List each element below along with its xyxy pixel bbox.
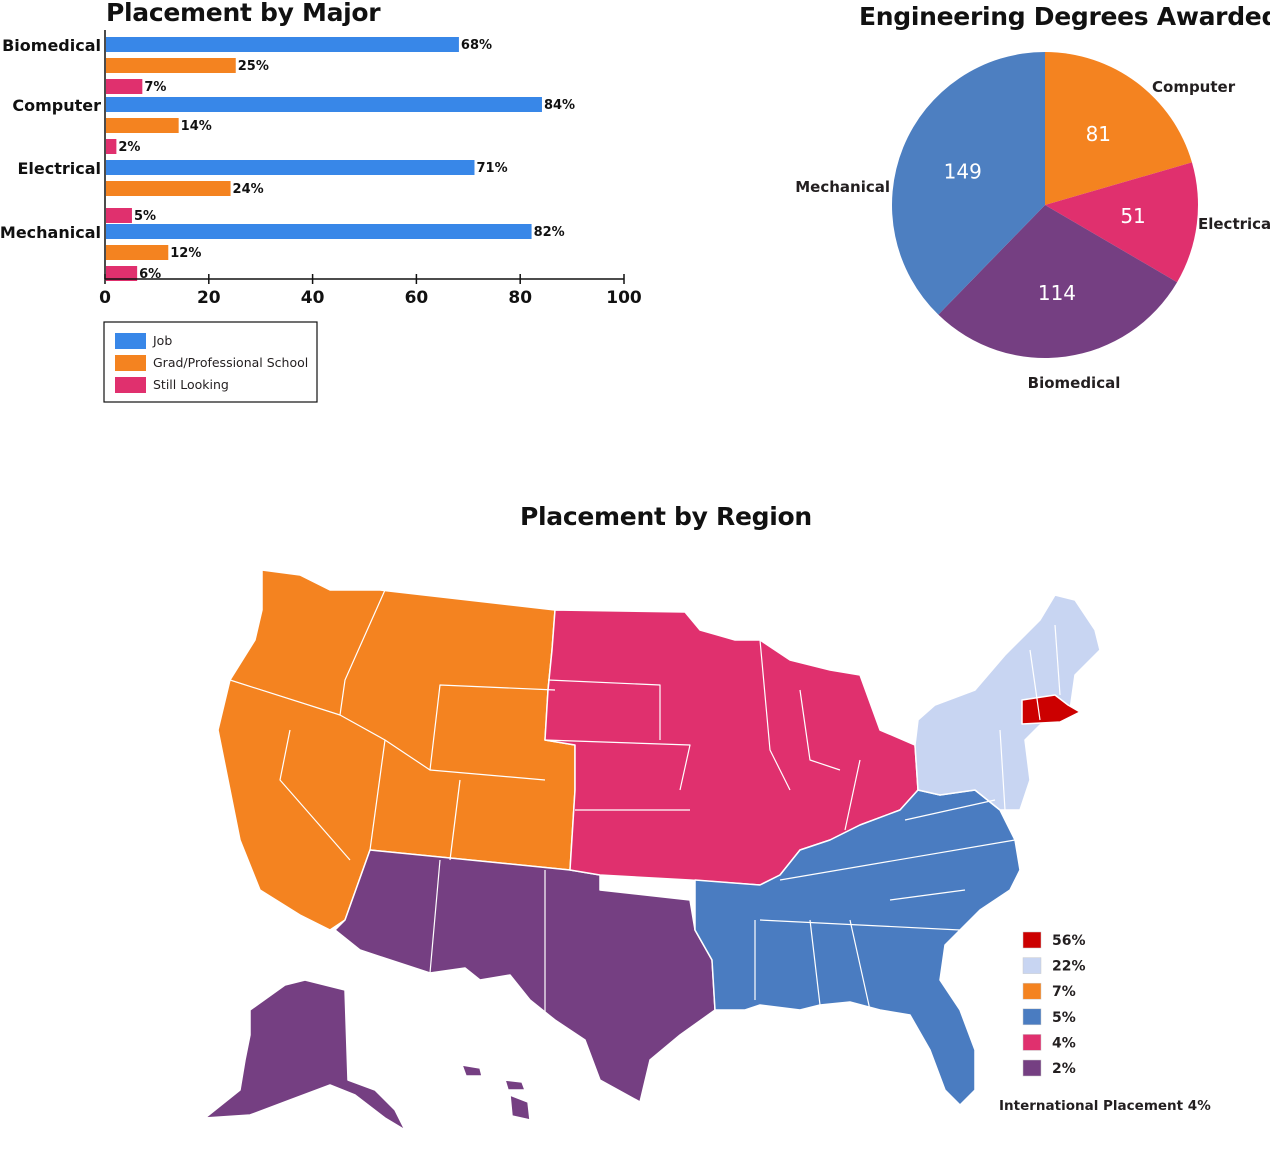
map-legend-swatch	[1022, 1008, 1042, 1026]
bar-value-label: 12%	[170, 246, 201, 261]
pie-value-computer: 81	[1086, 122, 1111, 146]
map-legend-label: 7%	[1052, 984, 1076, 1000]
pie-value-mechanical: 149	[944, 160, 982, 184]
map-title: Placement by Region	[520, 502, 812, 531]
bar-biomedical-0	[106, 37, 459, 52]
category-label-electrical: Electrical	[17, 159, 101, 178]
bar-electrical-0	[106, 160, 475, 175]
bar-electrical-1	[106, 181, 231, 196]
bar-electrical-2	[106, 208, 132, 223]
legend-swatch	[115, 355, 146, 371]
bar-chart-title: Placement by Major	[106, 0, 381, 27]
region-northeast	[914, 594, 1101, 811]
x-tick-label: 0	[99, 288, 111, 308]
map-legend-label: 5%	[1052, 1010, 1076, 1026]
pie-slice-mechanical	[892, 52, 1045, 315]
category-label-computer: Computer	[12, 96, 101, 115]
map-legend-swatch	[1022, 957, 1042, 974]
map-legend-label: 4%	[1052, 1035, 1076, 1051]
map-panel: Placement by Region	[0, 490, 1270, 1153]
bar-computer-1	[106, 118, 179, 133]
pie-value-electrical: 51	[1120, 204, 1145, 228]
bar-chart-panel: Placement by Major Biomedical 68% 25% 7% Com…	[0, 0, 660, 410]
us-region-map: 56% 22% 7% 5% 4% 2% International Placement 4…	[204, 569, 1211, 1131]
bar-value-label: 7%	[144, 80, 166, 95]
bar-value-label: 14%	[181, 119, 212, 134]
bar-value-label: 24%	[233, 182, 264, 197]
region-hawaii	[461, 1064, 531, 1121]
map-legend-swatch	[1022, 1034, 1042, 1051]
legend-label: Grad/Professional School	[153, 355, 308, 370]
bar-value-label: 25%	[238, 59, 269, 74]
pie-label-computer: Computer	[1152, 78, 1236, 96]
bar-mechanical-2	[106, 266, 138, 281]
x-tick-label: 60	[405, 288, 429, 308]
x-tick-label: 100	[606, 288, 642, 308]
category-label-mechanical: Mechanical	[0, 223, 101, 242]
pie-chart: 81 Computer 51 Electrical 114 Biomedical 149 Me…	[795, 52, 1270, 392]
bar-value-label: 82%	[534, 225, 565, 240]
legend-swatch	[115, 377, 146, 393]
map-legend-swatch	[1022, 1059, 1042, 1077]
international-placement-note: International Placement 4%	[999, 1098, 1211, 1114]
category-label-biomedical: Biomedical	[2, 36, 101, 55]
bar-value-label: 2%	[118, 140, 140, 155]
map-legend-label: 22%	[1052, 959, 1086, 975]
bar-computer-0	[106, 97, 542, 112]
map-legend-swatch	[1022, 982, 1042, 1000]
bar-value-label: 84%	[544, 98, 575, 113]
x-tick-label: 20	[197, 288, 221, 308]
pie-chart-title: Engineering Degrees Awarded	[859, 2, 1270, 31]
map-legend-label: 56%	[1052, 933, 1086, 949]
bar-biomedical-1	[106, 58, 236, 73]
region-southeast	[694, 789, 1021, 1106]
bar-chart: Biomedical 68% 25% 7% Computer 84% 14% 2% Electr…	[0, 30, 642, 403]
state-borders	[229, 589, 1061, 1020]
pie-value-biomedical: 114	[1038, 281, 1076, 305]
region-southwest	[334, 849, 716, 1103]
bar-value-label: 5%	[134, 209, 156, 224]
region-massachusetts	[1021, 694, 1081, 725]
pie-slice-biomedical	[938, 205, 1178, 358]
bar-computer-2	[106, 139, 117, 154]
bar-mechanical-1	[106, 245, 169, 260]
legend-label: Job	[152, 333, 172, 348]
bar-value-label: 71%	[476, 161, 507, 176]
legend-label: Still Looking	[153, 377, 229, 392]
region-alaska	[204, 979, 406, 1131]
pie-label-electrical: Electrical	[1198, 215, 1270, 233]
pie-chart-panel: Engineering Degrees Awarded 81 Computer 51…	[780, 0, 1270, 410]
bar-value-label: 68%	[461, 38, 492, 53]
pie-slice-computer	[1045, 52, 1192, 205]
legend-swatch	[115, 333, 146, 349]
pie-label-biomedical: Biomedical	[1028, 374, 1121, 392]
bar-mechanical-0	[106, 224, 532, 239]
pie-slice-electrical	[1045, 162, 1198, 283]
map-legend: 56% 22% 7% 5% 4% 2%	[1022, 931, 1086, 1077]
x-tick-label: 80	[508, 288, 532, 308]
map-legend-swatch	[1022, 931, 1042, 949]
map-legend-label: 2%	[1052, 1061, 1076, 1077]
x-tick-label: 40	[301, 288, 325, 308]
pie-label-mechanical: Mechanical	[795, 178, 890, 196]
bar-biomedical-2	[106, 79, 143, 94]
